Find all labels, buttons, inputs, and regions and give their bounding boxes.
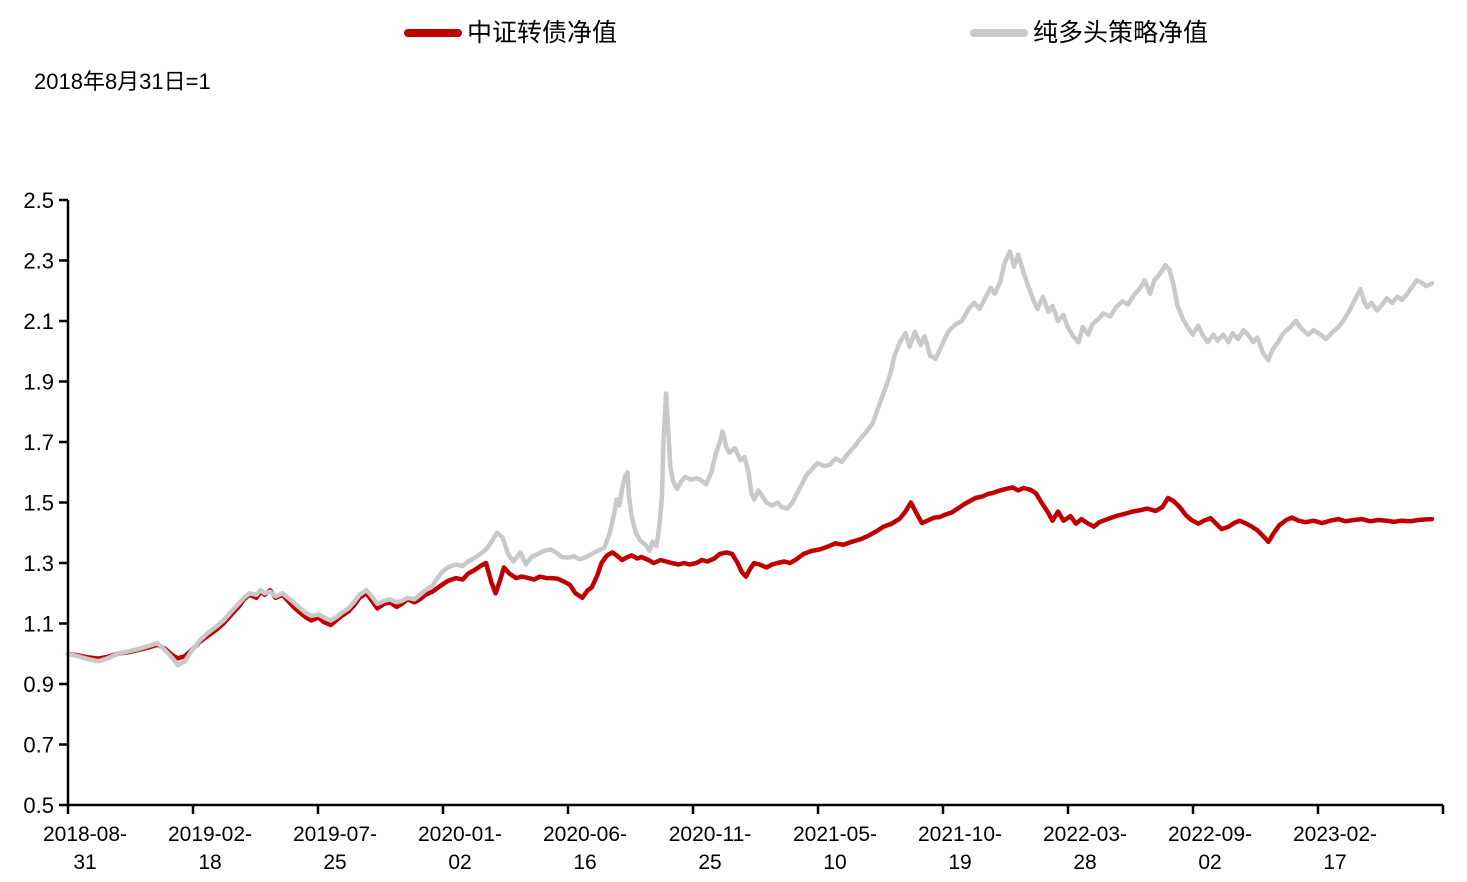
x-tick-label-line2: 31	[73, 851, 96, 874]
y-tick-label: 2.5	[23, 188, 54, 213]
series-csi-convertible-line	[65, 485, 1435, 661]
legend-item-pure-long: 纯多头策略净值	[970, 20, 1208, 46]
x-tick-label-line2: 10	[823, 851, 846, 874]
x-tick-label-line2: 02	[1198, 851, 1221, 874]
x-tick-label-line1: 2020-11-	[669, 823, 752, 846]
x-tick-label-line2: 19	[948, 851, 971, 874]
x-tick-label-line1: 2022-09-	[1168, 823, 1252, 846]
x-tick-label-line2: 16	[573, 851, 596, 874]
legend-swatch-pure-long-icon	[970, 29, 1028, 37]
x-tick-label-line1: 2021-10-	[918, 823, 1002, 846]
y-tick-label: 1.1	[23, 612, 54, 637]
x-tick-label-line2: 28	[1073, 851, 1096, 874]
x-tick-label-line2: 18	[198, 851, 221, 874]
legend-swatch-csi-convertible-icon	[404, 29, 462, 37]
y-tick-label: 1.7	[23, 430, 54, 455]
x-tick-label-line1: 2021-05-	[793, 823, 877, 846]
y-tick-label: 2.3	[23, 249, 54, 274]
y-tick-label: 0.5	[23, 793, 54, 818]
x-tick-label-line1: 2022-03-	[1043, 823, 1127, 846]
y-tick-label: 1.3	[23, 551, 54, 576]
y-tick-label: 2.1	[23, 309, 54, 334]
x-tick-label-line1: 2019-02-	[168, 823, 252, 846]
x-tick-label-line1: 2023-02-	[1293, 823, 1377, 846]
x-tick-label-line1: 2018-08-	[43, 823, 127, 846]
x-tick-label-line2: 25	[698, 851, 721, 874]
x-tick-label-line1: 2019-07-	[293, 823, 377, 846]
y-tick-label: 0.9	[23, 672, 54, 697]
y-tick-label: 1.5	[23, 491, 54, 516]
legend-item-csi-convertible: 中证转债净值	[404, 20, 617, 46]
y-tick-label: 1.9	[23, 370, 54, 395]
x-tick-label-line2: 17	[1323, 851, 1346, 874]
legend-label-pure-long: 纯多头策略净值	[1033, 19, 1209, 47]
series-pure-long-line	[65, 249, 1435, 668]
legend-label-csi-convertible: 中证转债净值	[467, 19, 618, 47]
x-tick-label-line2: 02	[448, 851, 471, 874]
base-date-note: 2018年8月31日=1	[34, 69, 211, 94]
x-tick-label-line2: 25	[323, 851, 346, 874]
y-tick-label: 0.7	[23, 733, 54, 758]
x-tick-label-line1: 2020-01-	[418, 823, 502, 846]
axis-lines	[66, 200, 1443, 807]
x-tick-label-line1: 2020-06-	[543, 823, 627, 846]
